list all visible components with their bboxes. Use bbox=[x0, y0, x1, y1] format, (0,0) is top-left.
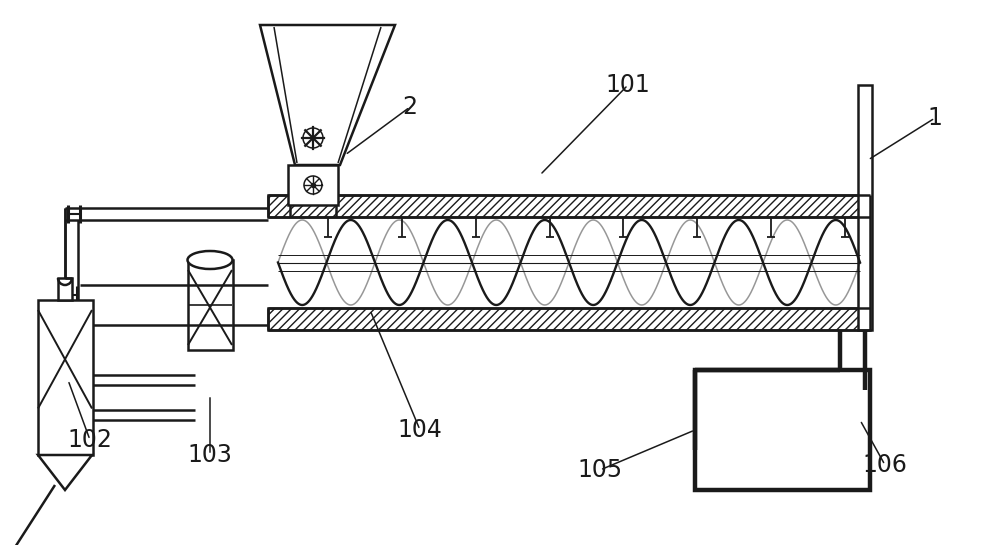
Text: 2: 2 bbox=[402, 95, 418, 119]
Polygon shape bbox=[38, 455, 92, 490]
Bar bbox=[288, 165, 338, 205]
Bar bbox=[268, 308, 870, 330]
Text: 105: 105 bbox=[577, 458, 623, 482]
Text: 102: 102 bbox=[68, 428, 112, 452]
Polygon shape bbox=[260, 25, 395, 165]
Bar bbox=[268, 217, 870, 308]
Bar bbox=[858, 85, 872, 330]
Text: 106: 106 bbox=[863, 453, 907, 477]
Bar bbox=[188, 260, 233, 350]
Bar bbox=[268, 195, 870, 217]
Bar bbox=[58, 278, 72, 300]
Text: 104: 104 bbox=[398, 418, 442, 442]
Ellipse shape bbox=[188, 251, 232, 269]
Bar bbox=[38, 300, 93, 455]
Text: 103: 103 bbox=[188, 443, 232, 467]
Text: 101: 101 bbox=[606, 73, 650, 97]
Text: 1: 1 bbox=[928, 106, 942, 130]
Bar bbox=[695, 370, 870, 490]
